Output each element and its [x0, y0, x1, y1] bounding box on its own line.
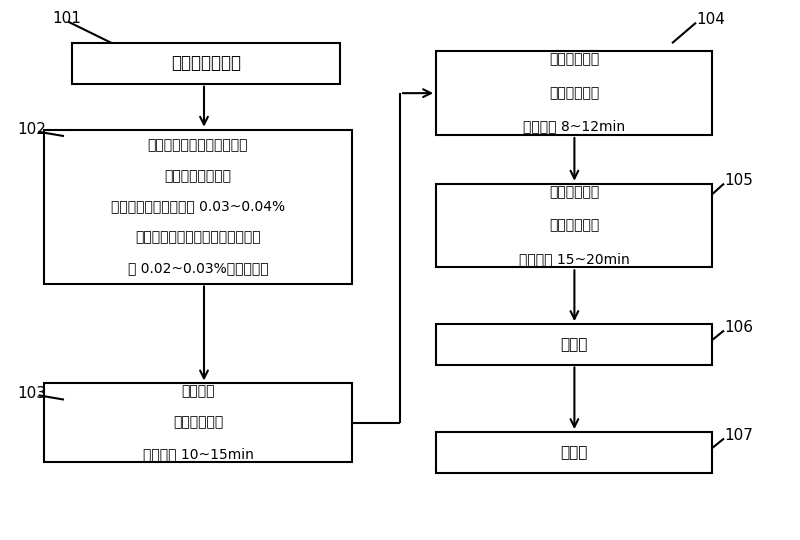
Text: 105: 105 [724, 173, 753, 188]
Text: 102: 102 [18, 122, 46, 137]
Text: 高真空强搅拌: 高真空强搅拌 [549, 219, 599, 232]
FancyBboxPatch shape [72, 43, 340, 84]
Text: 如使用镕碳砖，脱碳至 0.03~0.04%: 如使用镕碳砖，脱碳至 0.03~0.04% [111, 200, 285, 213]
Text: 真空吹氧主脱碳和动态脱碳: 真空吹氧主脱碳和动态脱碳 [148, 138, 248, 152]
FancyBboxPatch shape [436, 324, 712, 365]
Text: 至 0.02~0.03%停止吹氧。: 至 0.02~0.03%停止吹氧。 [128, 261, 268, 275]
Text: 103: 103 [18, 386, 46, 401]
Text: 停止吹氧；如果使用镕钒砖，脱碳: 停止吹氧；如果使用镕钒砖，脱碳 [135, 231, 261, 244]
FancyBboxPatch shape [436, 51, 712, 135]
FancyBboxPatch shape [44, 383, 352, 462]
FancyBboxPatch shape [436, 432, 712, 472]
Text: 操作时间 10~15min: 操作时间 10~15min [142, 447, 254, 461]
Text: 一般真空，强搅拌: 一般真空，强搅拌 [165, 169, 231, 183]
Text: 106: 106 [724, 320, 753, 335]
Text: 107: 107 [724, 428, 753, 443]
Text: 高真空强搅拌: 高真空强搅拌 [173, 416, 223, 429]
Text: 101: 101 [52, 11, 81, 26]
Text: 处理时间 15~20min: 处理时间 15~20min [518, 252, 630, 266]
Text: 软搅拌: 软搅拌 [560, 445, 588, 460]
FancyBboxPatch shape [436, 184, 712, 267]
Text: 自由脱碳: 自由脱碳 [182, 384, 214, 398]
Text: 终脱氧和脱硫: 终脱氧和脱硫 [549, 185, 599, 199]
Text: 104: 104 [696, 12, 725, 28]
Text: 处理时间 8~12min: 处理时间 8~12min [523, 120, 625, 133]
Text: 真空处理前扒渣: 真空处理前扒渣 [171, 55, 241, 72]
Text: 破真空: 破真空 [560, 337, 588, 352]
Text: 预脱氧和化渣: 预脱氧和化渣 [549, 53, 599, 66]
FancyBboxPatch shape [44, 130, 352, 284]
Text: 高真空强搅拌: 高真空强搅拌 [549, 86, 599, 100]
